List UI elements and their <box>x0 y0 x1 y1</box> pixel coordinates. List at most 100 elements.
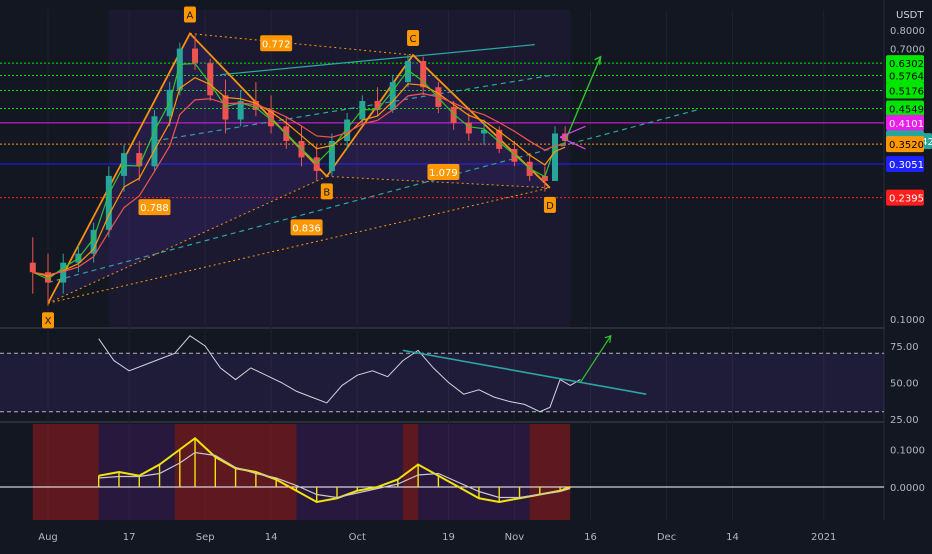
candle <box>105 166 112 238</box>
candle-body <box>374 100 381 110</box>
candle-body <box>151 116 158 167</box>
price-level-tag-bg <box>886 100 924 117</box>
wedge-lower <box>559 136 586 150</box>
pattern-point-label: A <box>187 11 194 22</box>
candle <box>60 253 67 294</box>
rsi-arrow-head <box>604 334 612 343</box>
candle-body <box>420 61 427 88</box>
price-tick: 0.1000 <box>890 315 925 326</box>
rsi-trendline <box>402 349 647 395</box>
time-tick: Aug <box>38 532 58 543</box>
rsi-band <box>0 353 884 412</box>
ratio-tag-bg <box>138 199 171 216</box>
macd-red-block <box>32 424 99 520</box>
price-tick: 0.8000 <box>890 26 925 37</box>
channel-upper <box>220 44 535 76</box>
pattern-point-bg <box>543 196 556 213</box>
candle <box>136 140 143 181</box>
ratio-tag-bg <box>260 35 293 52</box>
ema-fast <box>32 62 566 280</box>
price-level-tag-label: 0.4101 <box>889 119 924 130</box>
candle-body <box>136 153 143 167</box>
price-level-tag: 0.5764 <box>886 67 924 84</box>
pattern-point-label: B <box>323 187 330 198</box>
candle <box>541 166 548 192</box>
candle <box>29 237 36 294</box>
candle <box>420 56 427 96</box>
price-level-tag-bg <box>886 189 924 206</box>
pattern-ratio-line <box>47 187 551 304</box>
candle <box>481 119 488 145</box>
macd-purple-block <box>296 424 403 520</box>
ratio-tag-label: 1.079 <box>429 168 458 179</box>
candle-body <box>481 129 488 134</box>
time-tick: 14 <box>726 532 739 543</box>
pattern-point-bg <box>183 6 196 23</box>
price-level-tag: 0.3051 <box>886 155 924 172</box>
pattern-point-bg <box>407 30 420 47</box>
candle-body <box>252 100 259 110</box>
candle <box>552 126 558 181</box>
macd-red-block <box>402 424 419 520</box>
time-tick: 17 <box>123 532 136 543</box>
axes: 0.63020.57640.51760.45490.41010.366914:1… <box>38 26 932 543</box>
macd-purple-block <box>418 424 530 520</box>
candle <box>344 113 351 149</box>
candle <box>328 133 335 176</box>
candle <box>176 42 183 96</box>
forecast-arrows <box>559 55 602 150</box>
candle-body <box>541 175 548 181</box>
harmonic-pattern <box>47 31 551 304</box>
pattern-ratio-line <box>47 175 328 304</box>
ratio-tag-bg <box>427 163 460 180</box>
pattern-point-x: X <box>42 312 54 329</box>
candle-body <box>465 122 472 134</box>
channel-lower <box>47 109 698 284</box>
pattern-ratio-line <box>189 33 414 56</box>
time-tick: 2021 <box>811 532 836 543</box>
macd-tick: 0.1000 <box>890 446 925 457</box>
candle-body <box>268 109 275 127</box>
time-tick: Oct <box>349 532 366 543</box>
ratio-tag: 0.772 <box>260 35 293 52</box>
price-level-tag: 0.3520 <box>886 136 924 153</box>
candle <box>389 74 396 114</box>
ratio-tag-bg <box>290 219 323 236</box>
candle-body <box>552 133 558 181</box>
ema-slow <box>32 93 566 276</box>
candle-body <box>328 140 335 172</box>
price-level-tag: 0.2395 <box>886 189 924 206</box>
price-level-tag-label: 0.3520 <box>889 140 924 151</box>
wedge-upper <box>559 125 586 138</box>
pattern-point-d: D <box>543 196 556 213</box>
candle-body <box>60 262 67 283</box>
price-level-tag-label: 0.5176 <box>889 87 924 98</box>
candle <box>207 58 214 101</box>
candle <box>252 82 259 117</box>
candle <box>237 89 244 127</box>
price-level-tag: 0.4101 <box>886 114 924 131</box>
ratio-tag-label: 0.772 <box>262 39 291 50</box>
ema-mid <box>32 76 566 277</box>
candle-body <box>313 157 320 172</box>
pattern-triangle-xab <box>48 33 327 304</box>
price-level-tag-bg <box>886 67 924 84</box>
pattern-point-a: A <box>183 6 196 23</box>
price-level-tag-bg <box>886 136 924 153</box>
price-level-tag-bg <box>886 155 924 172</box>
ratio-tag: 1.079 <box>427 163 460 180</box>
candle-body <box>562 133 569 141</box>
pattern-point-label: X <box>45 316 52 327</box>
pattern-point-bg <box>42 312 54 329</box>
candle-body <box>90 229 97 254</box>
price-level-tag-label: 0.3051 <box>889 160 924 171</box>
price-level-tag-label: 0.2395 <box>889 194 924 205</box>
macd-red-block <box>529 424 571 520</box>
price-level-tag: 0.5176 <box>886 82 924 99</box>
candle <box>45 253 51 306</box>
pattern-point-b: B <box>320 183 333 200</box>
macd-pane <box>0 436 884 504</box>
candle-body <box>176 48 183 90</box>
